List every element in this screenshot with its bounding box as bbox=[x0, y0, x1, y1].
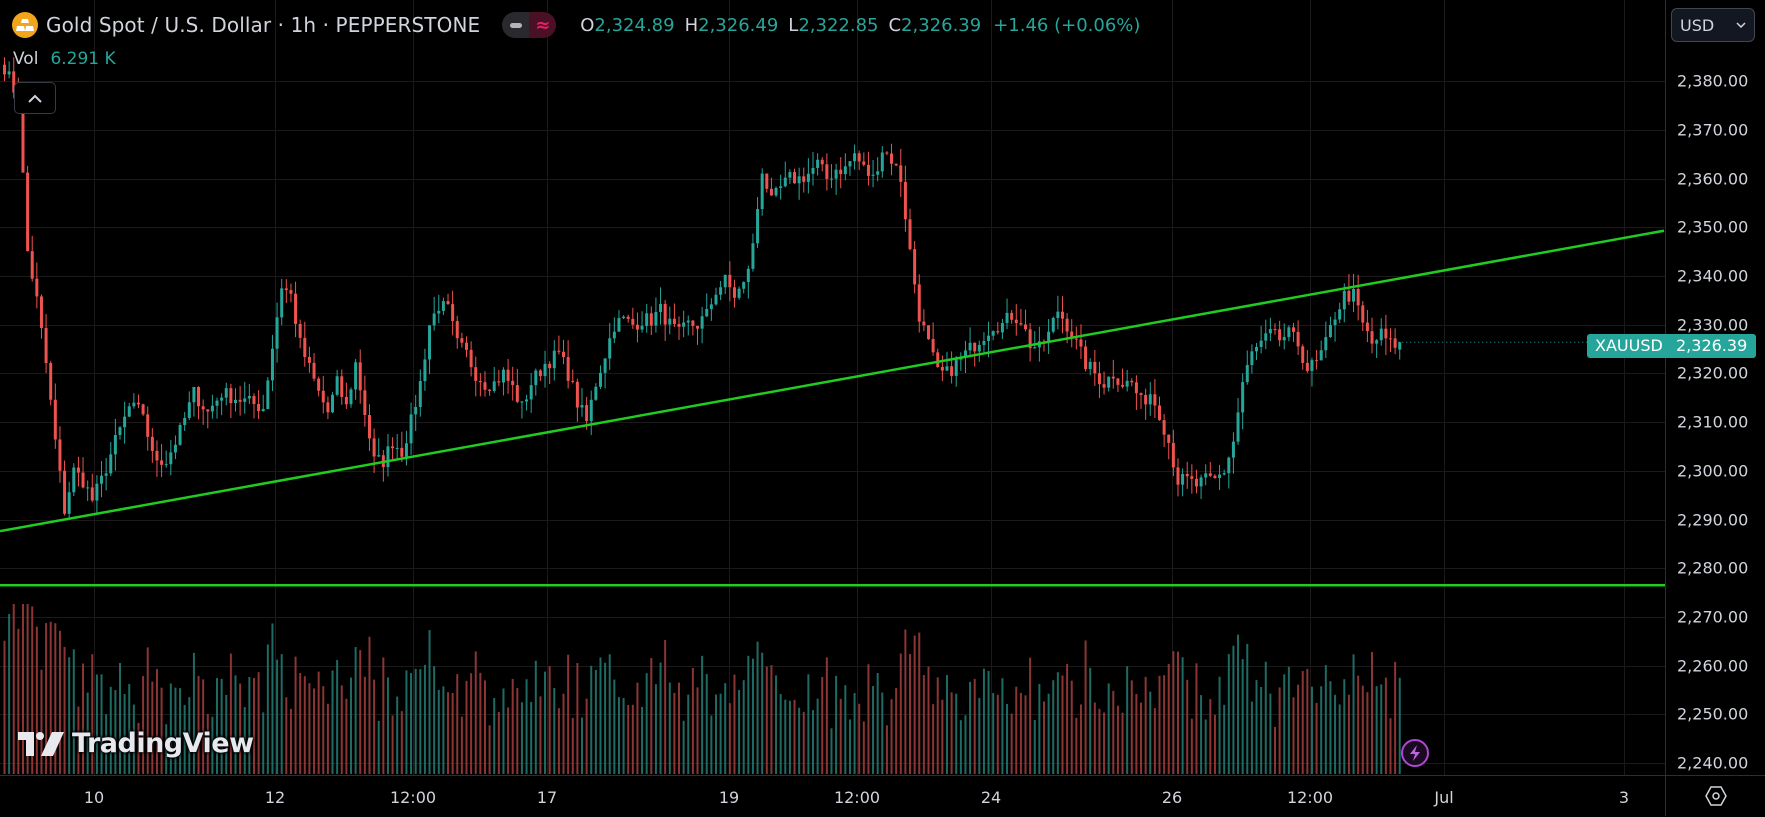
gear-hexagon-icon bbox=[1705, 785, 1727, 806]
ohlc-close: C2,326.39 bbox=[888, 14, 982, 36]
price-tick-label: 2,240.00 bbox=[1677, 753, 1749, 773]
time-tick-label: 12:00 bbox=[389, 788, 437, 807]
price-tick-label: 2,250.00 bbox=[1677, 704, 1749, 724]
volume-value: 6.291 K bbox=[50, 49, 116, 69]
price-tick-label: 2,330.00 bbox=[1677, 315, 1749, 335]
time-tick-label: 12 bbox=[264, 788, 286, 807]
chevron-up-icon bbox=[28, 94, 42, 103]
price-tick-label: 2,260.00 bbox=[1677, 656, 1749, 676]
price-change: +1.46 (+0.06%) bbox=[993, 14, 1141, 36]
tradingview-logo[interactable]: TradingView bbox=[18, 728, 254, 759]
price-tick-label: 2,340.00 bbox=[1677, 266, 1749, 286]
price-tick-label: 2,360.00 bbox=[1677, 169, 1749, 189]
ohlc-high: H2,326.49 bbox=[684, 14, 779, 36]
price-tick-label: 2,280.00 bbox=[1677, 558, 1749, 578]
time-axis[interactable]: 10 12 12:00 17 19 12:00 24 26 12:00 Jul 3 bbox=[0, 775, 1765, 817]
price-tick-label: 2,380.00 bbox=[1677, 71, 1749, 91]
time-tick-label: 10 bbox=[83, 788, 105, 807]
lightning-icon[interactable] bbox=[1401, 739, 1429, 767]
gold-bars-icon bbox=[12, 12, 38, 38]
ohlc-values: O2,324.89 H2,326.49 L2,322.85 C2,326.39 … bbox=[580, 15, 1140, 36]
last-price-label: 2,326.39 bbox=[1666, 334, 1756, 358]
symbol-title[interactable]: Gold Spot / U.S. Dollar · 1h · PEPPERSTO… bbox=[46, 13, 481, 37]
ohlc-low: L2,322.85 bbox=[788, 14, 879, 36]
price-tick-label: 2,270.00 bbox=[1677, 607, 1749, 627]
price-tick-label: 2,300.00 bbox=[1677, 461, 1749, 481]
ohlc-open: O2,324.89 bbox=[580, 14, 675, 36]
legend-toggle[interactable]: ≈ bbox=[502, 12, 557, 38]
volume-legend: Vol 6.291 K bbox=[13, 49, 116, 69]
time-tick-label: 12:00 bbox=[1286, 788, 1334, 807]
approx-wave-icon[interactable]: ≈ bbox=[529, 12, 557, 38]
chart-settings-button[interactable] bbox=[1665, 775, 1765, 816]
time-tick-label: 26 bbox=[1161, 788, 1183, 807]
price-tick-label: 2,310.00 bbox=[1677, 412, 1749, 432]
time-tick-label: 3 bbox=[1618, 788, 1630, 807]
chart-legend: Gold Spot / U.S. Dollar · 1h · PEPPERSTO… bbox=[12, 10, 1140, 40]
time-tick-label: 19 bbox=[718, 788, 740, 807]
tradingview-wordmark: TradingView bbox=[72, 728, 254, 759]
price-tick-label: 2,290.00 bbox=[1677, 510, 1749, 529]
tradingview-mark-icon bbox=[18, 731, 64, 756]
currency-select[interactable]: USD bbox=[1671, 8, 1755, 42]
time-tick-label: 12:00 bbox=[833, 788, 881, 807]
time-tick-label: Jul bbox=[1434, 788, 1454, 807]
time-tick-label: 17 bbox=[536, 788, 558, 807]
price-tick-label: 2,320.00 bbox=[1677, 363, 1749, 383]
chevron-down-icon bbox=[1736, 22, 1746, 28]
price-axis[interactable] bbox=[1665, 0, 1765, 775]
collapse-legend-button[interactable] bbox=[14, 82, 56, 114]
currency-value: USD bbox=[1680, 15, 1715, 35]
price-tick-label: 2,350.00 bbox=[1677, 217, 1749, 237]
price-tick-label: 2,370.00 bbox=[1677, 120, 1749, 140]
symbol-price-tag: XAUUSD bbox=[1587, 334, 1671, 358]
minus-pill-icon[interactable] bbox=[502, 12, 530, 38]
volume-label: Vol bbox=[13, 49, 39, 69]
time-tick-label: 24 bbox=[980, 788, 1002, 807]
